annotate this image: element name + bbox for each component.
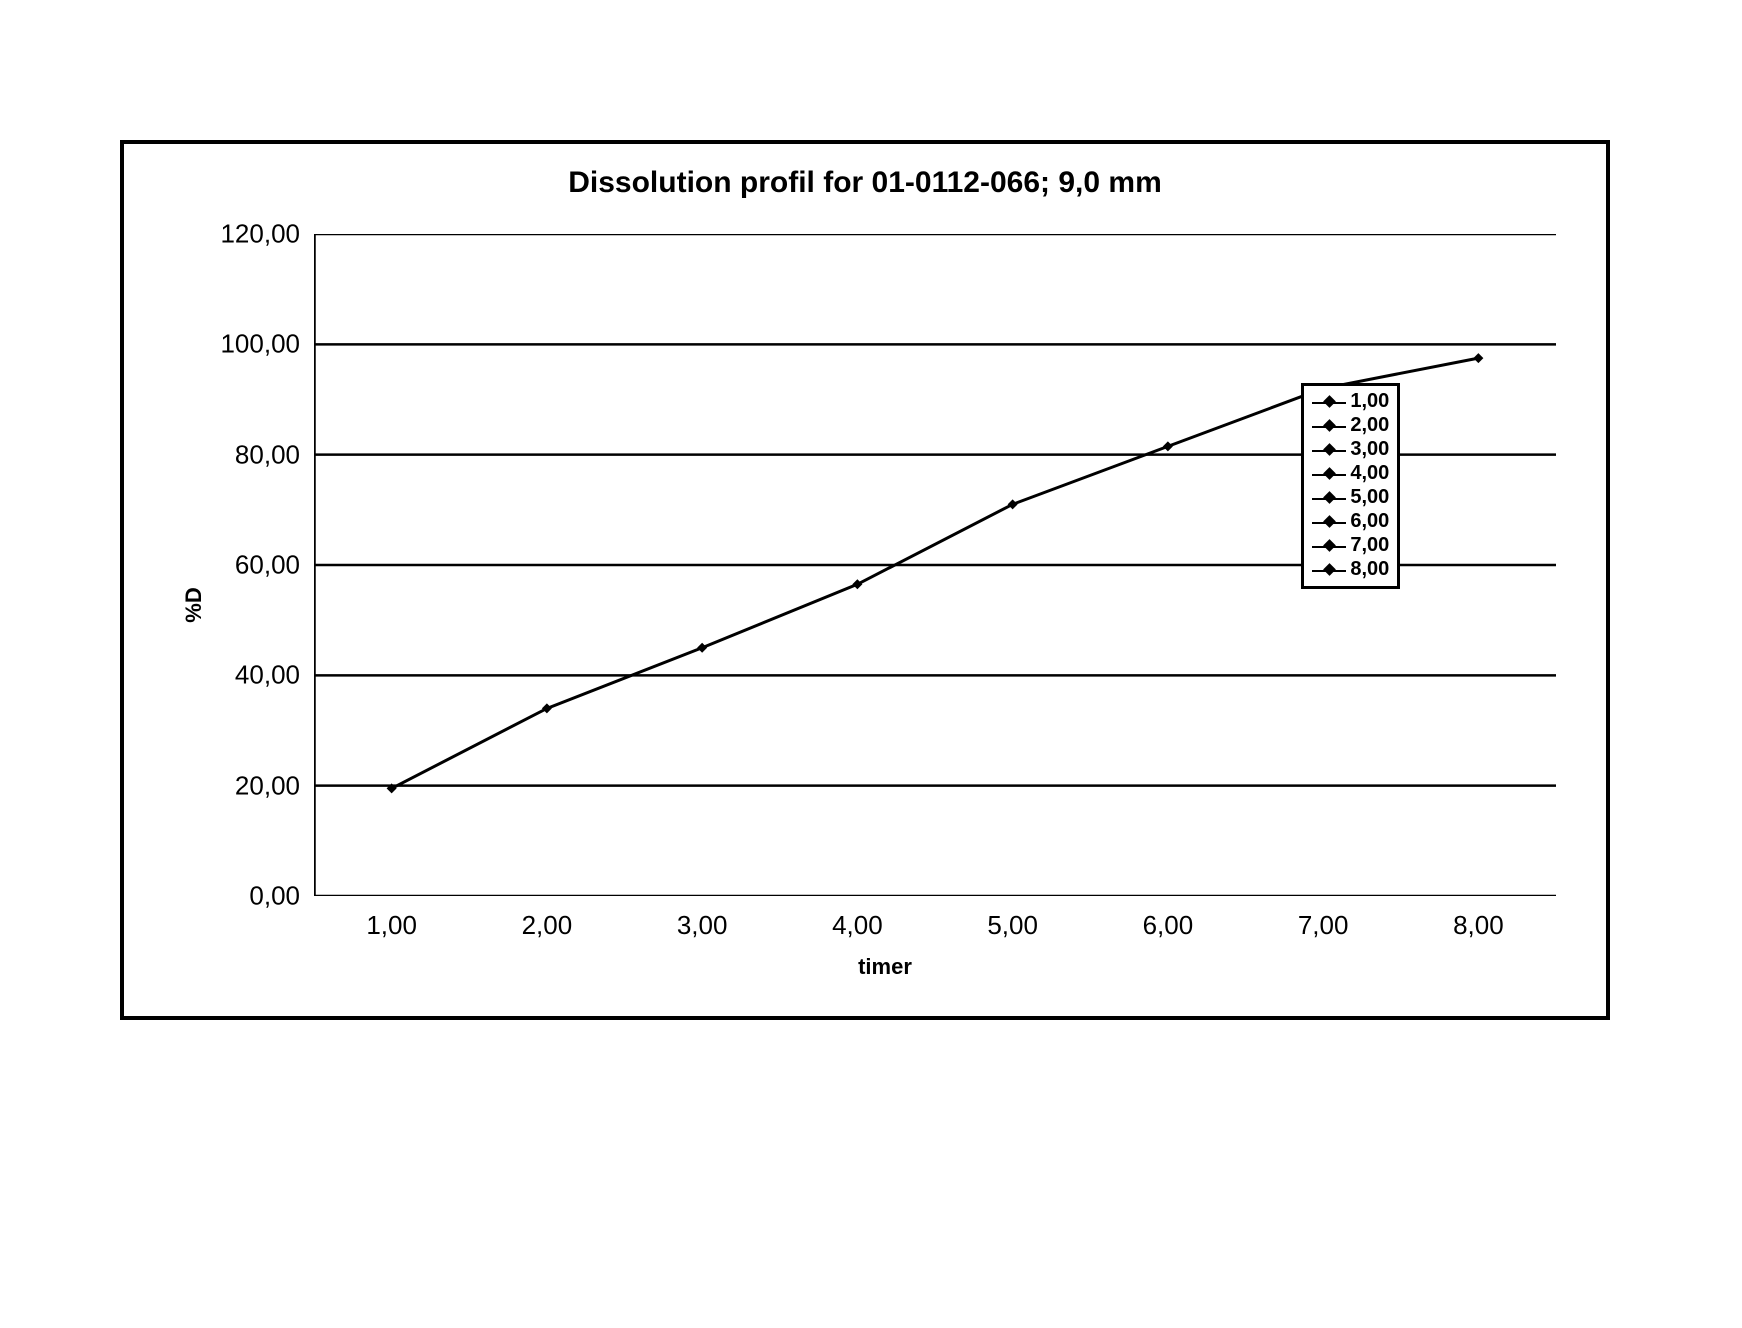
legend-item: 3,00: [1312, 438, 1389, 462]
data-marker: [1473, 353, 1483, 363]
legend-item-label: 5,00: [1350, 486, 1389, 509]
legend-item-label: 6,00: [1350, 510, 1389, 533]
x-tick-label: 4,00: [832, 896, 883, 941]
plot-wrap: 0,0020,0040,0060,0080,00100,00120,001,00…: [314, 234, 1556, 896]
y-tick-label: 100,00: [220, 329, 314, 360]
x-axis-label: timer: [858, 954, 912, 980]
legend-item: 4,00: [1312, 462, 1389, 486]
legend-marker-icon: [1312, 510, 1346, 534]
legend-item-label: 4,00: [1350, 462, 1389, 485]
y-axis-label: %D: [181, 587, 207, 622]
legend-item: 6,00: [1312, 510, 1389, 534]
page: Dissolution profil for 01-0112-066; 9,0 …: [0, 0, 1742, 1328]
data-marker: [542, 703, 552, 713]
legend-item-label: 3,00: [1350, 438, 1389, 461]
legend-marker-icon: [1312, 558, 1346, 582]
chart-body: %D 0,0020,0040,0060,0080,00100,00120,001…: [194, 224, 1576, 986]
y-tick-label: 20,00: [235, 770, 314, 801]
legend-marker-icon: [1312, 414, 1346, 438]
legend-item: 2,00: [1312, 414, 1389, 438]
legend-marker-icon: [1312, 534, 1346, 558]
legend-item: 5,00: [1312, 486, 1389, 510]
legend-item: 7,00: [1312, 534, 1389, 558]
data-marker: [852, 579, 862, 589]
y-tick-label: 60,00: [235, 550, 314, 581]
data-marker: [697, 643, 707, 653]
x-tick-label: 5,00: [987, 896, 1038, 941]
legend-item-label: 1,00: [1350, 390, 1389, 413]
legend: 1,002,003,004,005,006,007,008,00: [1301, 383, 1400, 589]
legend-item: 1,00: [1312, 390, 1389, 414]
data-marker: [1008, 499, 1018, 509]
legend-item: 8,00: [1312, 558, 1389, 582]
x-tick-label: 1,00: [366, 896, 417, 941]
x-tick-label: 7,00: [1298, 896, 1349, 941]
y-tick-label: 80,00: [235, 439, 314, 470]
chart-outer-frame: Dissolution profil for 01-0112-066; 9,0 …: [120, 140, 1610, 1020]
y-tick-label: 0,00: [249, 881, 314, 912]
x-tick-label: 6,00: [1143, 896, 1194, 941]
legend-item-label: 7,00: [1350, 534, 1389, 557]
legend-marker-icon: [1312, 438, 1346, 462]
data-marker: [1163, 441, 1173, 451]
y-tick-label: 120,00: [220, 219, 314, 250]
legend-item-label: 2,00: [1350, 414, 1389, 437]
x-tick-label: 3,00: [677, 896, 728, 941]
plot-area: 0,0020,0040,0060,0080,00100,00120,001,00…: [314, 234, 1556, 896]
y-tick-label: 40,00: [235, 660, 314, 691]
legend-marker-icon: [1312, 486, 1346, 510]
legend-item-label: 8,00: [1350, 558, 1389, 581]
x-tick-label: 8,00: [1453, 896, 1504, 941]
x-tick-label: 2,00: [522, 896, 573, 941]
legend-marker-icon: [1312, 390, 1346, 414]
legend-marker-icon: [1312, 462, 1346, 486]
chart-title: Dissolution profil for 01-0112-066; 9,0 …: [124, 166, 1606, 200]
